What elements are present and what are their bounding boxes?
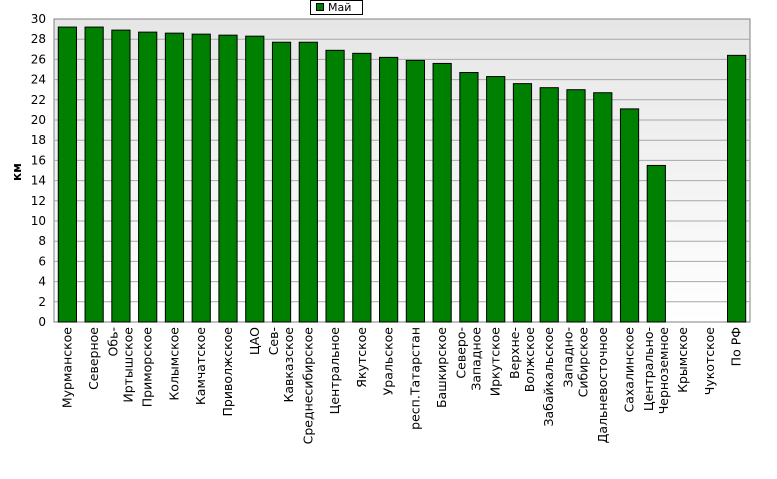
y-axis-label: км	[10, 163, 24, 181]
x-tick-label: Уральское	[381, 327, 396, 396]
y-tick-label: 14	[31, 174, 46, 188]
plot-area	[53, 18, 751, 323]
y-tick-label: 10	[31, 214, 46, 228]
y-tick-label: 22	[31, 93, 46, 107]
legend-swatch	[316, 3, 324, 11]
x-tick-label: респ.Татарстан	[407, 327, 422, 430]
bar[interactable]	[486, 76, 506, 323]
y-tick-label: 24	[31, 73, 46, 87]
y-tick-label: 0	[38, 315, 46, 329]
x-tick-label: По РФ	[729, 327, 744, 367]
bar[interactable]	[352, 52, 372, 323]
bar[interactable]	[57, 26, 77, 323]
bar[interactable]	[111, 29, 131, 323]
x-tick-label: Западно-	[561, 327, 576, 387]
y-tick-label: 20	[31, 113, 46, 127]
bar[interactable]	[619, 108, 640, 323]
x-tick-label: Дальневосточное	[595, 327, 610, 444]
bar[interactable]	[298, 41, 318, 323]
bar[interactable]	[512, 83, 533, 323]
x-tick-label: Обь-	[105, 327, 120, 356]
x-tick-label: Центрально-	[641, 327, 656, 411]
bar[interactable]	[245, 35, 265, 323]
x-tick-label: Иртышское	[120, 327, 135, 403]
x-tick-label: Западное	[468, 327, 483, 391]
bar[interactable]	[646, 164, 666, 323]
x-tick-label: Северо-	[453, 327, 468, 379]
bar[interactable]	[539, 87, 559, 323]
x-tick-label: Иркутское	[488, 327, 503, 397]
x-tick-label: Сибирское	[576, 327, 591, 398]
x-axis: Мурманское Северное Обь- Иртышское Приморско…	[59, 327, 743, 445]
bar[interactable]	[379, 56, 399, 323]
x-tick-label: Чукотское	[702, 327, 717, 396]
x-tick-label: Приморское	[140, 327, 155, 408]
y-tick-label: 2	[38, 295, 46, 309]
bar[interactable]	[218, 34, 238, 323]
y-tick-label: 4	[38, 275, 46, 289]
x-tick-label: Кавказское	[281, 327, 296, 403]
bar[interactable]	[325, 49, 345, 323]
bar[interactable]	[164, 32, 185, 323]
legend-label: Май	[328, 1, 351, 14]
bars	[57, 26, 747, 323]
bar[interactable]	[459, 72, 479, 323]
y-tick-label: 12	[31, 194, 46, 208]
bar[interactable]	[191, 33, 211, 323]
x-tick-label: Камчатское	[193, 327, 208, 405]
bar[interactable]	[727, 54, 747, 323]
x-tick-label: ЦАО	[247, 327, 262, 355]
x-tick-label: Волжское	[522, 327, 537, 393]
x-tick-label: Сахалинское	[622, 327, 637, 413]
bar[interactable]	[432, 62, 452, 323]
y-tick-label: 26	[31, 52, 46, 66]
x-tick-label: Среднесибирское	[300, 327, 315, 445]
x-tick-label: Сев-	[266, 327, 281, 355]
x-tick-label: Забайкальское	[541, 327, 556, 427]
bar[interactable]	[566, 89, 586, 323]
x-tick-label: Башкирское	[434, 327, 449, 408]
y-tick-label: 30	[31, 12, 46, 26]
x-tick-label: Якутское	[354, 327, 369, 388]
x-tick-label: Колымское	[166, 327, 181, 401]
y-tick-label: 16	[31, 153, 46, 167]
bar[interactable]	[593, 92, 613, 323]
y-tick-label: 18	[31, 133, 46, 147]
y-tick-label: 8	[38, 234, 46, 248]
legend[interactable]: Май	[310, 0, 363, 15]
x-tick-label: Верхне-	[507, 327, 522, 379]
y-tick-label: 6	[38, 254, 46, 268]
x-tick-label: Черноземное	[656, 327, 671, 415]
x-tick-label: Крымское	[675, 327, 690, 393]
x-tick-label: Центральное	[327, 327, 342, 415]
x-tick-label: Северное	[86, 327, 101, 390]
bar[interactable]	[84, 26, 104, 323]
bar[interactable]	[405, 59, 425, 323]
bar[interactable]	[271, 41, 292, 323]
x-tick-label: Приволжское	[220, 327, 235, 417]
bar[interactable]	[138, 31, 158, 323]
y-tick-label: 28	[31, 32, 46, 46]
x-tick-label: Мурманское	[59, 327, 74, 408]
